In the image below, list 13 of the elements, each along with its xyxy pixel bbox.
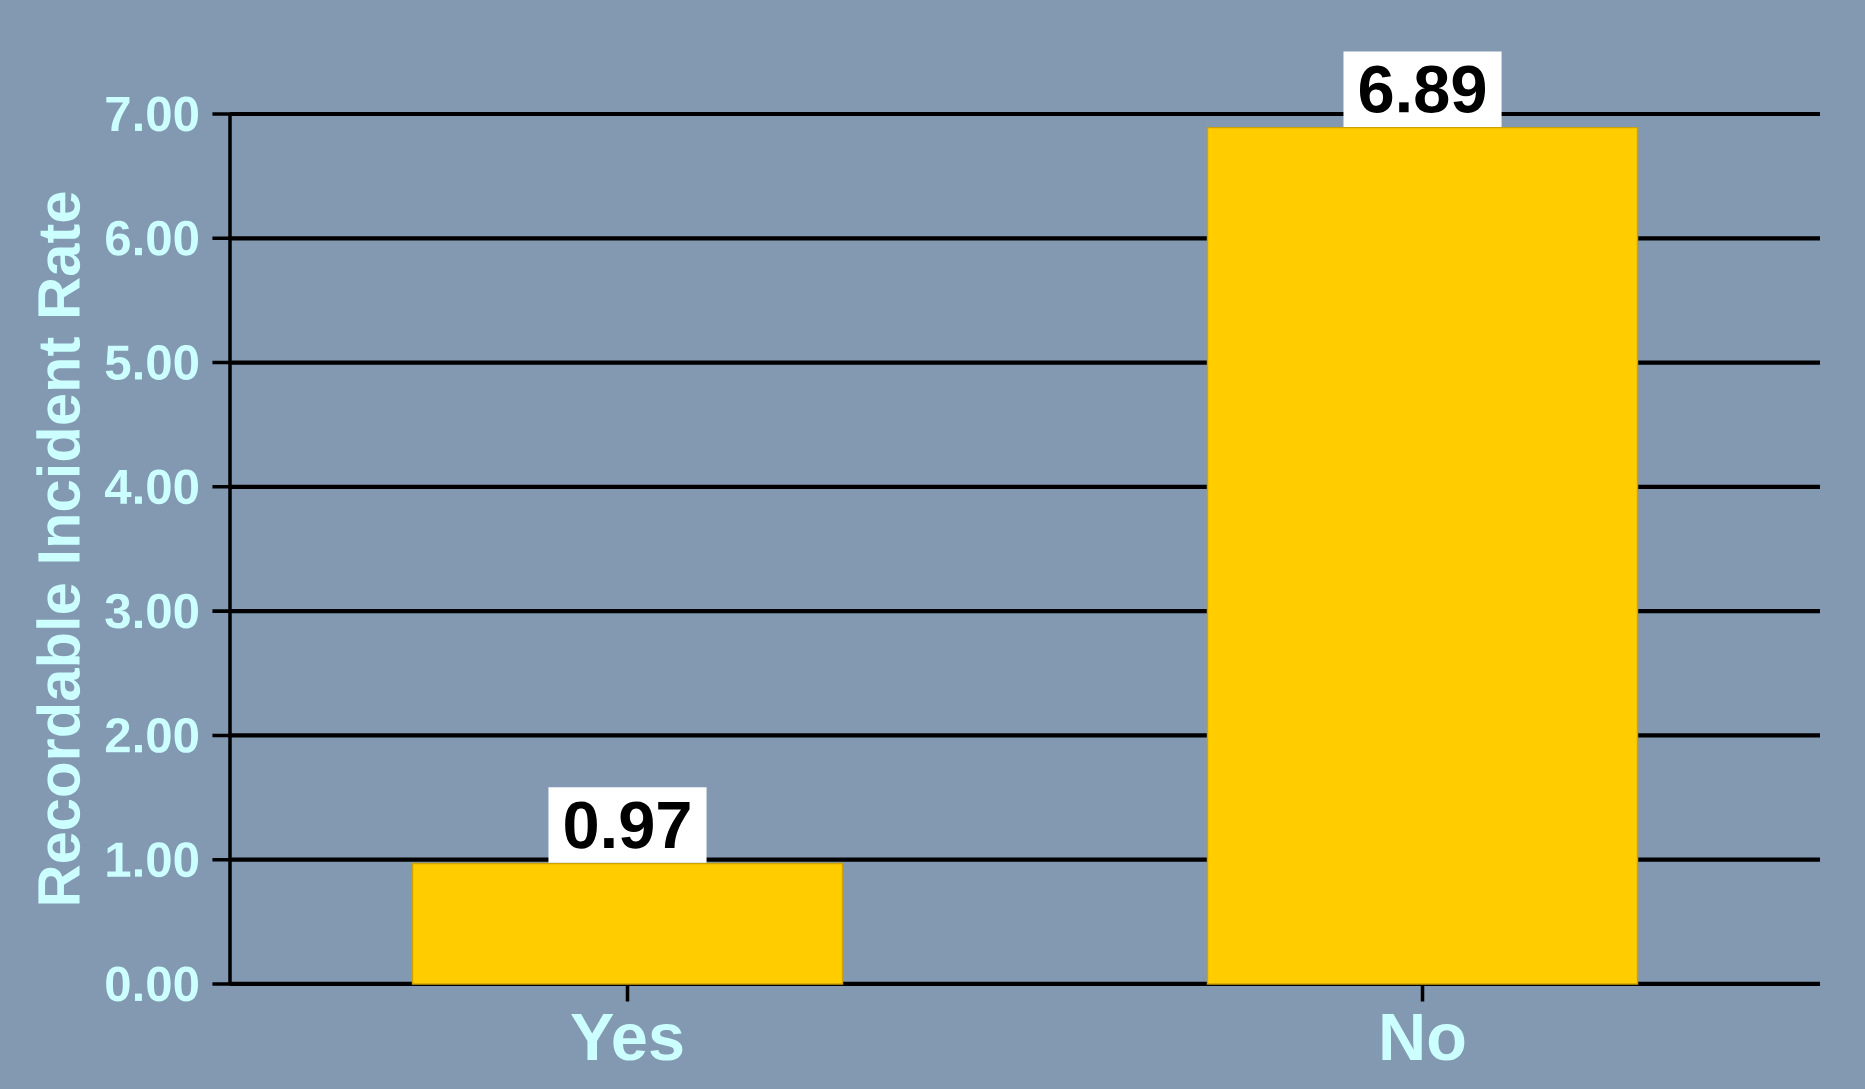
- data-label: 6.89: [1359, 65, 1486, 113]
- y-tick-label: 0.00: [106, 966, 198, 1002]
- data-label: 0.97: [565, 801, 690, 849]
- y-tick-label: 4.00: [105, 469, 198, 505]
- y-tick-label: 1.00: [107, 842, 198, 878]
- y-tick-label: 2.00: [105, 717, 198, 753]
- y-tick-label: 5.00: [105, 345, 198, 380]
- y-axis-title: Recordable Incident Rate: [36, 192, 81, 904]
- x-tick-label: Yes: [571, 1014, 683, 1061]
- y-tick-label: 6.00: [106, 220, 198, 256]
- y-tick-label: 3.00: [105, 593, 198, 629]
- x-tick-label: No: [1382, 1014, 1465, 1061]
- y-tick-label: 7.00: [106, 96, 198, 132]
